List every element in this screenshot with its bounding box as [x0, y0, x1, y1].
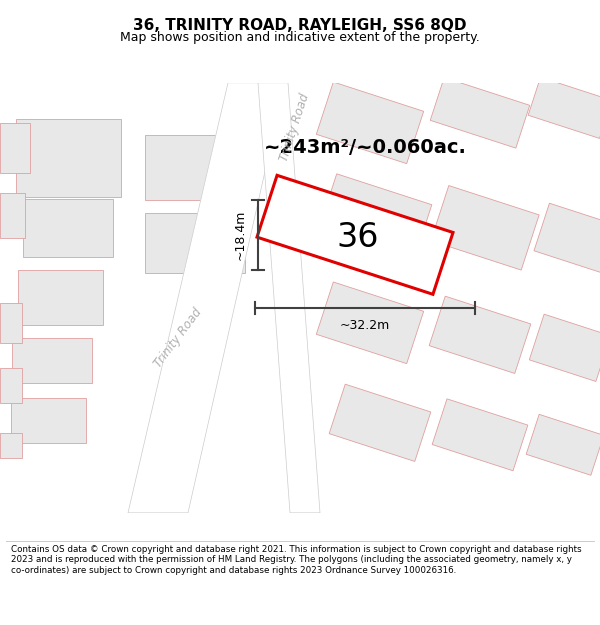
Polygon shape: [16, 119, 121, 197]
Polygon shape: [0, 368, 22, 402]
Polygon shape: [158, 82, 285, 512]
Polygon shape: [0, 192, 25, 238]
Polygon shape: [316, 282, 424, 364]
Polygon shape: [145, 213, 245, 272]
Text: Trinity Road: Trinity Road: [152, 306, 205, 370]
Text: Contains OS data © Crown copyright and database right 2021. This information is : Contains OS data © Crown copyright and d…: [11, 545, 581, 575]
Text: Trinity Road: Trinity Road: [278, 92, 312, 163]
Text: ~243m²/~0.060ac.: ~243m²/~0.060ac.: [263, 138, 466, 158]
Polygon shape: [11, 398, 86, 443]
Text: ~18.4m: ~18.4m: [233, 209, 247, 260]
Polygon shape: [0, 302, 22, 343]
Text: 36, TRINITY ROAD, RAYLEIGH, SS6 8QD: 36, TRINITY ROAD, RAYLEIGH, SS6 8QD: [133, 18, 467, 32]
Polygon shape: [529, 314, 600, 381]
Text: Map shows position and indicative extent of the property.: Map shows position and indicative extent…: [120, 31, 480, 44]
Polygon shape: [432, 399, 528, 471]
Polygon shape: [430, 78, 530, 148]
Polygon shape: [128, 82, 285, 512]
Polygon shape: [316, 82, 424, 164]
Polygon shape: [526, 414, 600, 475]
Polygon shape: [429, 296, 531, 374]
Polygon shape: [0, 432, 22, 457]
Polygon shape: [258, 82, 320, 512]
Text: ~32.2m: ~32.2m: [340, 319, 390, 332]
Polygon shape: [0, 122, 30, 172]
Polygon shape: [17, 270, 103, 325]
Polygon shape: [528, 78, 600, 138]
Polygon shape: [329, 384, 431, 461]
Polygon shape: [534, 203, 600, 272]
Polygon shape: [23, 199, 113, 257]
Polygon shape: [431, 186, 539, 270]
Polygon shape: [318, 174, 432, 262]
Text: 36: 36: [337, 221, 379, 254]
Polygon shape: [128, 82, 258, 512]
Polygon shape: [257, 176, 453, 294]
Polygon shape: [145, 135, 245, 200]
Polygon shape: [12, 338, 92, 383]
